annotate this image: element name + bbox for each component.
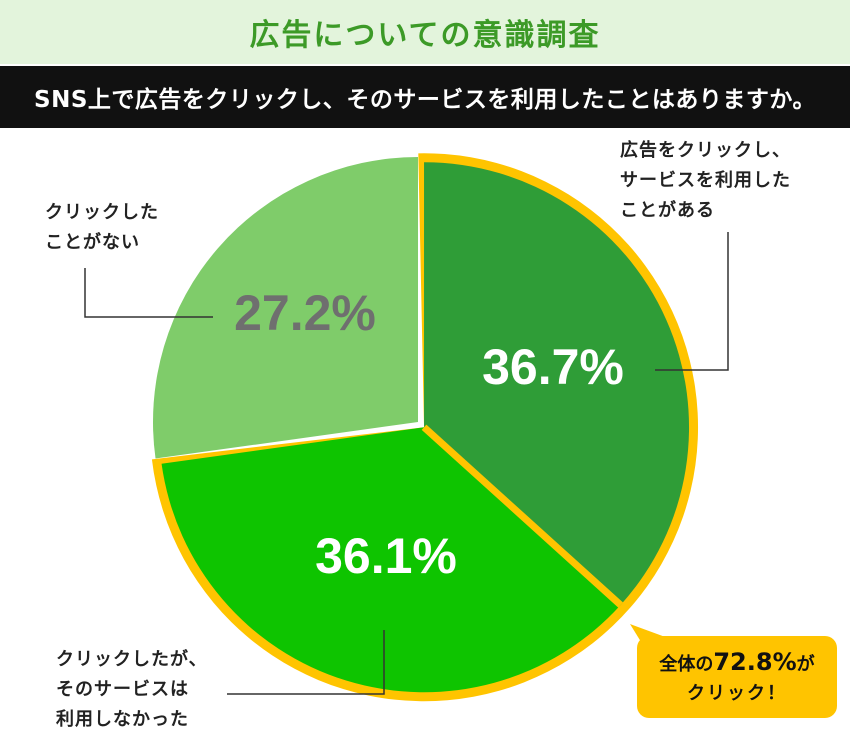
leader-line-not-clicked bbox=[84, 268, 213, 318]
label-line: クリックした bbox=[45, 202, 159, 223]
leader-line-clicked-not-used bbox=[227, 630, 385, 695]
label-clicked-not-used: クリックしたが、 そのサービスは 利用しなかった bbox=[56, 645, 208, 735]
label-not-clicked: クリックした ことがない bbox=[45, 198, 159, 258]
badge-line-2: クリック！ bbox=[687, 682, 787, 704]
leader-line-clicked-used bbox=[655, 232, 729, 371]
badge-line-1: 全体の72.8%が bbox=[659, 647, 814, 680]
badge-value: 72.8% bbox=[713, 647, 797, 676]
label-line: そのサービスは bbox=[56, 679, 189, 700]
slice-clicked-not-used bbox=[161, 427, 621, 693]
page-title: 広告についての意識調査 bbox=[249, 18, 601, 53]
badge-suffix: が bbox=[796, 653, 815, 675]
label-line: クリックしたが、 bbox=[56, 649, 208, 670]
header-banner: 広告についての意識調査 bbox=[0, 0, 850, 64]
total-clicked-badge: 全体の72.8%が クリック！ bbox=[637, 636, 837, 718]
question-bar: SNS上で広告をクリックし、そのサービスを利用したことはありますか。 bbox=[0, 66, 850, 128]
value-label-not-clicked: 27.2% bbox=[234, 285, 376, 341]
slice-not-clicked bbox=[153, 156, 418, 459]
slice-clicked-used bbox=[424, 162, 690, 605]
label-line: ことがある bbox=[620, 200, 715, 221]
label-line: 利用しなかった bbox=[56, 709, 189, 730]
label-clicked-used: 広告をクリックし、 サービスを利用した ことがある bbox=[620, 136, 791, 226]
value-label-clicked-used: 36.7% bbox=[482, 339, 624, 395]
label-line: サービスを利用した bbox=[620, 170, 791, 191]
slice-separator bbox=[421, 424, 623, 608]
badge-prefix: 全体の bbox=[659, 653, 714, 675]
label-line: ことがない bbox=[45, 232, 140, 253]
label-line: 広告をクリックし、 bbox=[620, 140, 791, 161]
value-label-clicked-not-used: 36.1% bbox=[315, 528, 457, 584]
question-text: SNS上で広告をクリックし、そのサービスを利用したことはありますか。 bbox=[34, 87, 816, 113]
